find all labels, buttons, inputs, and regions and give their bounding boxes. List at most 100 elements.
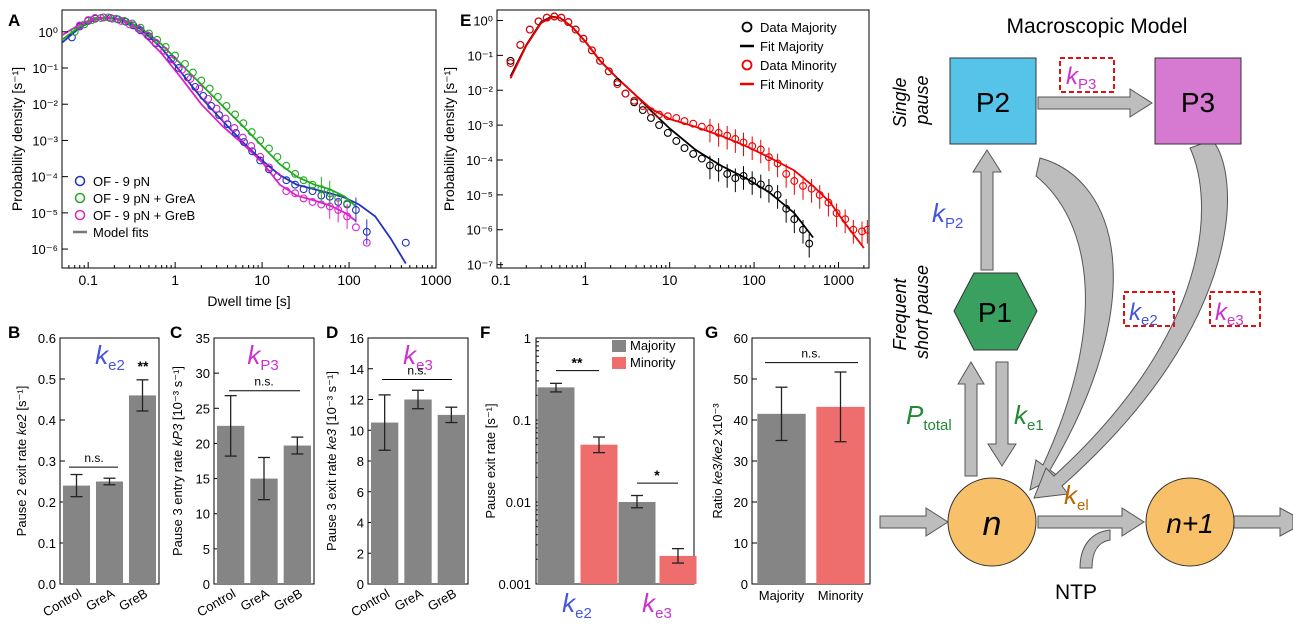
data-point [299, 194, 308, 203]
data-point [401, 238, 410, 247]
macroscopic-model-diagram: Macroscopic Model Single pause Frequent … [879, 15, 1293, 604]
x-axis-label: Dwell time [s] [207, 293, 290, 309]
data-point [282, 161, 291, 170]
data-point [689, 119, 698, 128]
model-title: Macroscopic Model [1007, 15, 1188, 38]
data-point [145, 32, 153, 41]
data-point [291, 180, 300, 189]
ke2-dashed-box [1123, 291, 1175, 327]
x-tick-label: 1 [581, 272, 589, 288]
data-point [213, 92, 222, 101]
legend-swatch [612, 340, 626, 352]
legend-marker [74, 209, 86, 221]
legend-marker [74, 175, 86, 187]
panel-label-e: E [460, 11, 471, 30]
y-axis-label: Probability density [s⁻¹] [9, 67, 25, 211]
x-tick-label: Control [194, 586, 238, 620]
data-point [161, 43, 170, 51]
data-point [663, 112, 672, 121]
state-p2-label: P2 [976, 87, 1010, 118]
data-point [230, 124, 239, 132]
data-point [534, 17, 543, 26]
state-n [947, 477, 1037, 567]
data-point [212, 104, 221, 113]
y-tick-label: 16 [350, 331, 364, 346]
y-tick-label: 0 [741, 577, 748, 592]
y-tick-label: 0.1 [513, 413, 531, 428]
y-tick-label: 0 [357, 577, 364, 592]
data-point [222, 101, 231, 110]
data-point [672, 114, 681, 122]
data-point [291, 169, 300, 178]
data-point [238, 133, 247, 142]
y-tick-label: 20 [196, 436, 210, 451]
legend-label: Majority [630, 338, 676, 353]
data-point [197, 76, 206, 85]
fit-line-2 [62, 16, 357, 222]
data-point [308, 180, 317, 189]
data-point [178, 65, 186, 74]
y-tick-label: 6 [357, 485, 364, 500]
y-tick-label: 0.0 [38, 577, 56, 592]
outgoing-arrow [1233, 507, 1293, 537]
data-point [646, 107, 655, 116]
rate-ke1: ke1 [1014, 400, 1044, 434]
data-point [697, 122, 706, 131]
y-tick-label: 20 [734, 495, 748, 510]
legend: OF - 9 pN OF - 9 pN + GreA OF - 9 pN + Gre… [73, 174, 196, 240]
data-point [663, 128, 672, 137]
y-axis-label: Pause 3 entry rate kP3 [10⁻³ s⁻¹] [170, 366, 185, 556]
y-tick-label: 60 [734, 331, 748, 346]
n-to-p1-arrow [957, 361, 985, 477]
bar [580, 444, 618, 584]
x-tick-label: GreB [116, 586, 150, 614]
legend-marker [741, 59, 753, 71]
data-point [256, 156, 265, 165]
legend-label: Fit Minority [760, 77, 824, 92]
p2-to-p3-arrow [1037, 88, 1153, 118]
panel-g-ratio-chart: 0 10 20 30 40 50 60 Majority Minority Ratio ke3/k… [710, 331, 871, 603]
y-axis-label: Pause 2 exit rate ke2 [s⁻¹] [14, 386, 29, 537]
y-tick-label: 12 [350, 393, 364, 408]
data-point [587, 46, 596, 55]
rate-kp3: kP3 [1066, 63, 1096, 93]
x-tick-label: GreB [425, 586, 459, 614]
data-point [630, 96, 639, 105]
legend-label: OF - 9 pN [93, 174, 150, 189]
bar [537, 387, 575, 584]
data-point [231, 129, 240, 137]
y-tick-label: 5 [203, 542, 210, 557]
data-point [621, 89, 630, 98]
bar [95, 481, 124, 584]
y-tick-label: 4 [357, 516, 364, 531]
kp3-dashed-box [1059, 57, 1115, 93]
data-point [99, 13, 108, 22]
data-point [256, 152, 265, 161]
state-n-plus-1 [1145, 477, 1235, 567]
data-point [204, 94, 213, 103]
data-point [195, 84, 204, 93]
data-point [221, 114, 230, 123]
bar [618, 502, 656, 584]
y-tick-label: 10 [196, 507, 210, 522]
data-point [604, 67, 613, 76]
rate-label: ke3 [403, 340, 433, 374]
y-tick-label: 0.01 [506, 495, 531, 510]
data-point [239, 119, 248, 128]
data-point [134, 24, 143, 33]
rate-label: kP3 [247, 340, 278, 374]
data-point [308, 198, 317, 206]
data-point [506, 56, 515, 65]
data-point [169, 55, 178, 64]
x-tick-label: 100 [337, 272, 361, 288]
data-point [564, 18, 573, 27]
rate-ke3: ke3 [1215, 299, 1244, 329]
data-point [136, 23, 145, 32]
rate-kp2: kP2 [932, 198, 963, 232]
single-pause-label: Single pause [890, 72, 932, 127]
x-tick-label: 10 [662, 272, 678, 288]
panel-label-d: D [326, 323, 338, 342]
data-point [129, 21, 138, 30]
